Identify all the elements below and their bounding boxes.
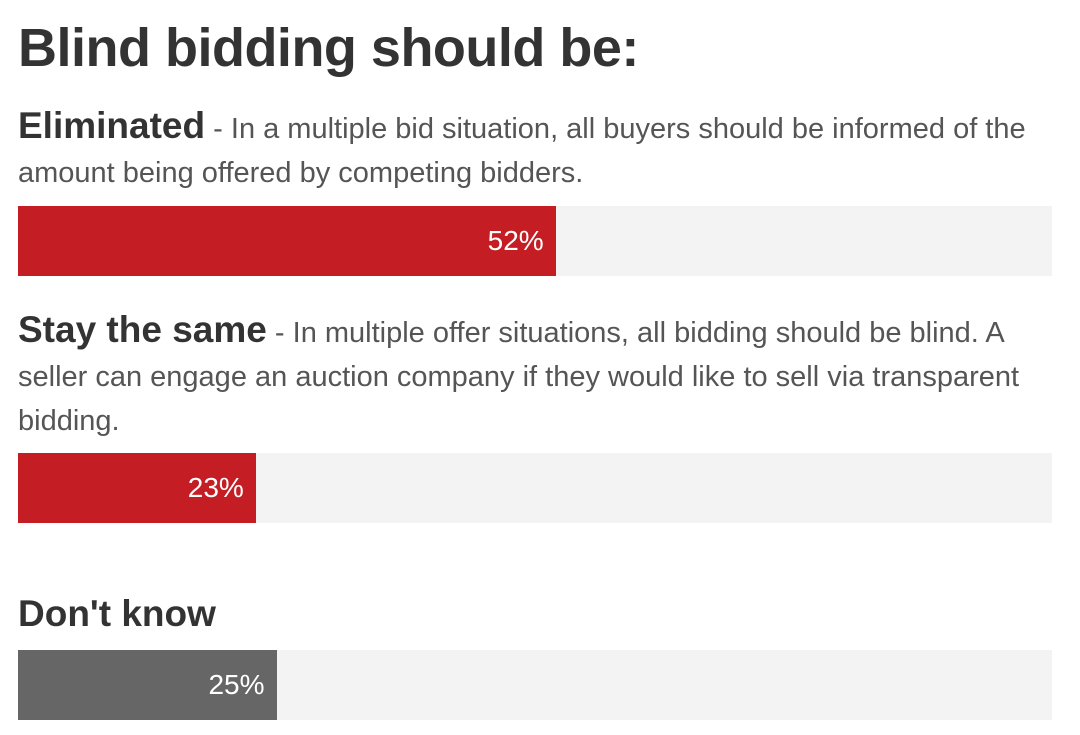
option-label: Don't know [18, 593, 216, 634]
option-description: - In multiple offer situations, all bidd… [18, 317, 1020, 437]
option-label: Eliminated [18, 105, 206, 146]
option-dont-know: Don't know 25% [18, 592, 1058, 720]
bar-track: 23% [18, 453, 1052, 523]
bar-value-label: 25% [208, 669, 265, 700]
bar-stay-the-same: 23% [18, 453, 256, 523]
bar-value-label: 23% [187, 472, 244, 503]
option-text: Stay the same - In multiple offer situat… [18, 308, 1058, 443]
chart-title: Blind bidding should be: [18, 18, 639, 78]
bar-track: 52% [18, 206, 1052, 276]
bar-eliminated: 52% [18, 206, 556, 276]
option-text: Don't know [18, 592, 1058, 639]
bar-track: 25% [18, 650, 1052, 720]
bar-value-label: 52% [487, 225, 544, 256]
option-description: - In a multiple bid situation, all buyer… [18, 113, 1026, 189]
option-label: Stay the same [18, 309, 267, 350]
option-stay-the-same: Stay the same - In multiple offer situat… [18, 308, 1058, 523]
option-eliminated: Eliminated - In a multiple bid situation… [18, 104, 1058, 276]
option-text: Eliminated - In a multiple bid situation… [18, 104, 1058, 195]
bar-dont-know: 25% [18, 650, 277, 720]
